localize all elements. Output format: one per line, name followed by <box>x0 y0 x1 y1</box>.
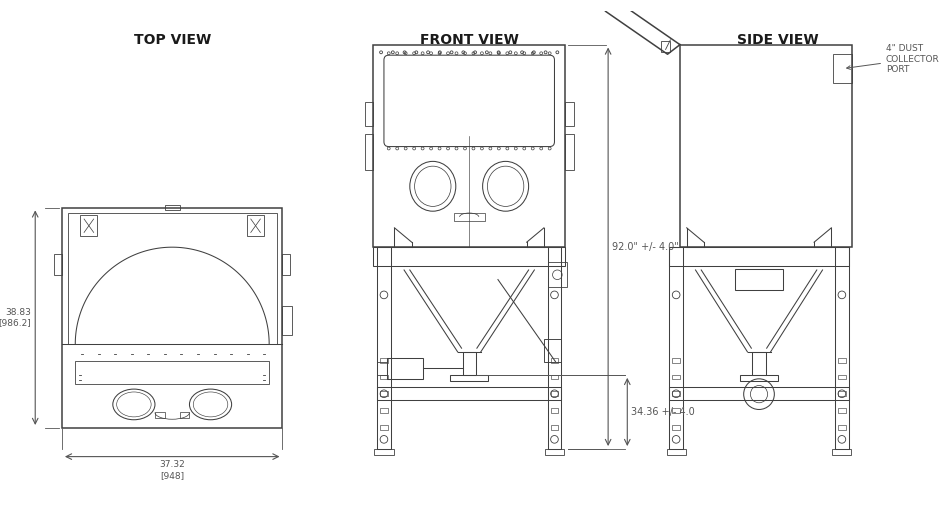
Bar <box>67 213 276 344</box>
Bar <box>365 134 373 170</box>
Bar <box>373 247 565 266</box>
Bar <box>661 41 671 52</box>
Bar <box>377 361 387 375</box>
Text: SIDE VIEW: SIDE VIEW <box>737 33 819 47</box>
Bar <box>548 262 567 287</box>
Text: 92.0" +/- 4.0": 92.0" +/- 4.0" <box>612 242 678 252</box>
Bar <box>838 392 846 396</box>
Bar <box>551 425 559 430</box>
Bar <box>548 247 561 449</box>
Bar <box>463 352 476 375</box>
Bar <box>380 358 388 363</box>
Bar <box>155 412 164 418</box>
Bar <box>752 352 766 375</box>
Bar <box>565 134 574 170</box>
Bar <box>740 375 778 381</box>
Bar <box>75 361 269 384</box>
Bar <box>180 412 189 418</box>
Bar <box>247 215 264 236</box>
Bar <box>551 408 559 413</box>
Bar <box>454 213 484 220</box>
Bar <box>670 387 848 401</box>
Bar <box>450 375 488 381</box>
Bar <box>377 247 390 449</box>
Bar <box>545 449 564 455</box>
Bar <box>670 247 683 449</box>
Bar <box>62 208 282 428</box>
Text: FRONT VIEW: FRONT VIEW <box>420 33 519 47</box>
Bar <box>551 392 559 396</box>
Bar <box>838 425 846 430</box>
Bar <box>380 408 388 413</box>
Bar <box>838 375 846 379</box>
Bar <box>673 425 680 430</box>
Bar <box>54 253 62 275</box>
Bar <box>377 387 561 401</box>
Text: TOP VIEW: TOP VIEW <box>134 33 211 47</box>
Polygon shape <box>605 2 680 54</box>
Bar <box>835 247 848 449</box>
Bar <box>832 449 851 455</box>
Text: 34.36 +/- 4.0: 34.36 +/- 4.0 <box>631 407 694 417</box>
Bar <box>838 408 846 413</box>
Bar <box>380 392 388 396</box>
Bar <box>735 269 783 290</box>
Bar <box>551 358 559 363</box>
Bar <box>365 102 373 126</box>
Text: 37.32
[948]: 37.32 [948] <box>160 461 185 480</box>
Bar <box>565 102 574 126</box>
Text: 38.83
[986.2]: 38.83 [986.2] <box>0 308 31 328</box>
Bar <box>373 45 565 247</box>
Bar <box>282 306 292 334</box>
Bar <box>833 54 852 83</box>
Bar <box>380 375 388 379</box>
Bar <box>380 425 388 430</box>
Bar <box>680 45 852 247</box>
Bar <box>374 449 393 455</box>
Bar <box>667 449 686 455</box>
Bar <box>838 358 846 363</box>
Bar <box>673 358 680 363</box>
Bar <box>673 392 680 396</box>
Bar <box>80 215 98 236</box>
Bar <box>164 205 180 210</box>
Bar <box>551 375 559 379</box>
Bar <box>673 375 680 379</box>
Text: 4" DUST
COLLECTOR
PORT: 4" DUST COLLECTOR PORT <box>846 44 940 74</box>
Bar <box>387 358 423 379</box>
Bar <box>282 253 290 275</box>
Bar <box>673 408 680 413</box>
Bar <box>670 247 848 266</box>
Bar <box>544 339 561 361</box>
